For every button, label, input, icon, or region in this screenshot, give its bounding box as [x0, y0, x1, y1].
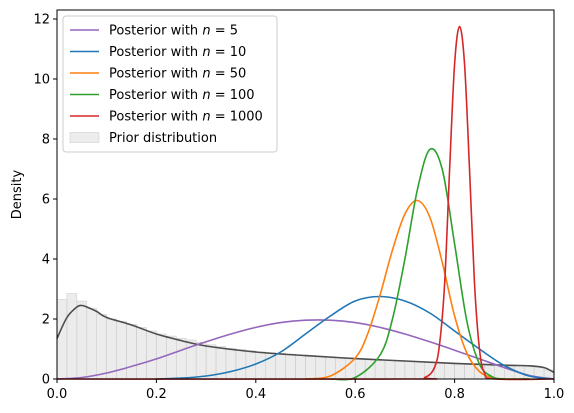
- legend-swatch-histogram: [69, 132, 100, 143]
- y-tick-label: 2: [42, 313, 50, 328]
- prior-histogram-bar: [394, 360, 406, 380]
- series-line-prior-density: [56, 304, 555, 374]
- x-tick-label: 0.2: [146, 387, 167, 402]
- legend-label: Posterior with n = 50: [109, 67, 246, 82]
- y-axis-label: Density: [10, 169, 25, 219]
- series-line-posterior-with-n-10: [156, 295, 555, 380]
- y-tick-label: 6: [42, 193, 50, 208]
- prior-histogram-bar: [255, 351, 266, 380]
- series-line-posterior-with-n-100: [330, 147, 530, 381]
- prior-histogram-bar: [195, 342, 207, 380]
- prior-histogram-bar: [305, 355, 316, 380]
- prior-histogram-bar: [205, 344, 217, 380]
- legend-label: Posterior with n = 5: [109, 24, 238, 39]
- legend-box: [62, 15, 278, 153]
- prior-histogram-bar: [384, 360, 396, 380]
- legend-label: Posterior with n = 1000: [109, 110, 263, 125]
- y-tick-label: 10: [33, 73, 50, 88]
- y-tick-label: 12: [33, 13, 50, 28]
- prior-histogram-bar: [96, 314, 107, 380]
- x-tick-label: 0.4: [245, 387, 266, 402]
- y-tick-label: 0: [42, 373, 50, 388]
- x-tick-label: 1.0: [544, 387, 565, 402]
- legend-label: Posterior with n = 100: [109, 88, 255, 103]
- prior-histogram-bar: [345, 357, 356, 380]
- legend: Posterior with n = 5 Posterior with n = 1…: [62, 15, 278, 153]
- y-tick-label: 4: [42, 253, 50, 268]
- prior-histogram-bar: [315, 355, 326, 380]
- prior-histogram-bar: [86, 308, 98, 380]
- prior-histogram-bar: [146, 330, 157, 380]
- prior-histogram-bar: [374, 359, 386, 380]
- prior-histogram-bar: [414, 361, 426, 380]
- prior-histogram-bar: [106, 318, 117, 380]
- prior-histogram-bar: [126, 324, 137, 380]
- x-tick-label: 0.6: [345, 387, 366, 402]
- prior-histogram-bar: [166, 335, 177, 380]
- prior-histogram-bar: [295, 354, 306, 380]
- prior-histogram-bar: [444, 362, 455, 380]
- series-line-posterior-with-n-50: [305, 199, 530, 380]
- x-tick-label: 0.8: [444, 387, 465, 402]
- prior-histogram-bar: [56, 299, 68, 380]
- plot-frame: [56, 9, 555, 380]
- x-tick-label: 0.0: [47, 387, 68, 402]
- prior-histogram-bar: [76, 300, 88, 380]
- prior-histogram-bar: [235, 349, 247, 380]
- legend-label: Posterior with n = 10: [109, 45, 246, 60]
- prior-histogram-bar: [464, 363, 475, 380]
- x-axis-ticks: 0.0 0.2 0.4 0.6 0.8 1.0: [47, 379, 565, 402]
- y-axis-ticks: 0 2 4 6 8 10 12: [33, 13, 57, 388]
- y-tick-label: 8: [42, 133, 50, 148]
- density-lines: [56, 25, 555, 381]
- prior-histogram-bar: [404, 360, 416, 380]
- prior-histogram-bar: [176, 337, 187, 380]
- series-line-posterior-with-n-5: [56, 319, 555, 380]
- prior-histogram-bar: [66, 293, 78, 380]
- prior-histogram-bar: [136, 327, 147, 380]
- prior-histogram-bar: [225, 348, 237, 380]
- prior-histogram-bar: [454, 363, 465, 380]
- prior-histogram-bar: [285, 353, 296, 380]
- prior-histogram-bar: [275, 352, 286, 380]
- legend-label: Prior distribution: [109, 131, 217, 146]
